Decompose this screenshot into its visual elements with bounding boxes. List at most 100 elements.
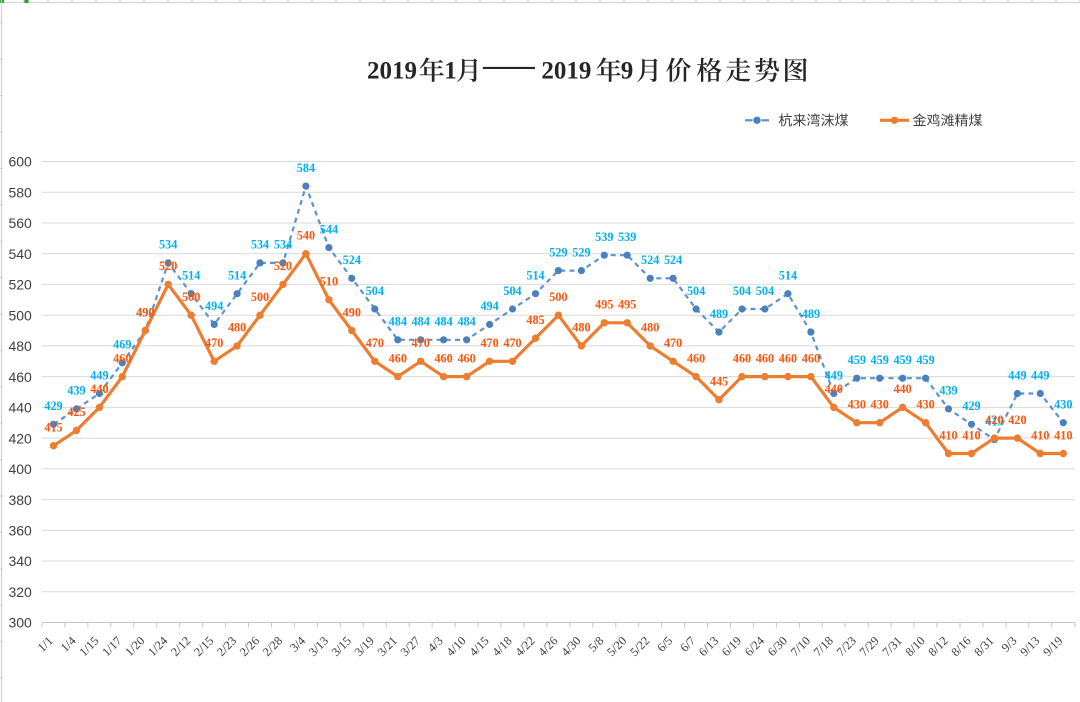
svg-text:460: 460 (113, 351, 131, 365)
svg-text:489: 489 (802, 307, 820, 321)
svg-text:480: 480 (228, 321, 246, 335)
svg-text:484: 484 (389, 315, 407, 329)
svg-text:2019: 2019 (367, 57, 417, 84)
svg-text:524: 524 (664, 253, 682, 267)
svg-text:445: 445 (710, 375, 728, 389)
svg-text:470: 470 (503, 336, 521, 350)
svg-text:480: 480 (641, 321, 659, 335)
svg-text:460: 460 (733, 351, 751, 365)
svg-text:410: 410 (962, 428, 980, 442)
svg-text:484: 484 (457, 315, 475, 329)
svg-text:520: 520 (159, 259, 177, 273)
svg-text:480: 480 (572, 321, 590, 335)
svg-text:500: 500 (182, 290, 200, 304)
svg-text:400: 400 (8, 461, 32, 477)
svg-text:415: 415 (44, 421, 62, 435)
svg-text:380: 380 (8, 492, 32, 508)
svg-text:429: 429 (962, 399, 980, 413)
svg-text:300: 300 (8, 615, 32, 631)
svg-text:470: 470 (205, 336, 223, 350)
svg-text:510: 510 (320, 275, 338, 289)
svg-text:420: 420 (985, 413, 1003, 427)
svg-text:600: 600 (8, 154, 32, 170)
svg-text:544: 544 (320, 222, 338, 236)
svg-text:490: 490 (136, 305, 154, 319)
svg-text:460: 460 (802, 351, 820, 365)
svg-text:420: 420 (1008, 413, 1026, 427)
svg-text:460: 460 (457, 351, 475, 365)
svg-text:504: 504 (756, 284, 774, 298)
svg-text:460: 460 (8, 369, 32, 385)
svg-text:430: 430 (1054, 398, 1072, 412)
svg-text:560: 560 (8, 215, 32, 231)
svg-text:529: 529 (572, 245, 590, 259)
svg-text:540: 540 (8, 246, 32, 262)
svg-text:500: 500 (8, 307, 32, 323)
svg-text:410: 410 (1054, 428, 1072, 442)
svg-text:490: 490 (136, 305, 154, 319)
svg-text:494: 494 (480, 299, 498, 313)
svg-text:459: 459 (916, 353, 934, 367)
svg-text:534: 534 (251, 238, 269, 252)
svg-text:459: 459 (848, 353, 866, 367)
svg-text:430: 430 (848, 398, 866, 412)
svg-text:584: 584 (297, 161, 315, 175)
svg-text:2019: 2019 (541, 57, 591, 84)
svg-text:504: 504 (733, 284, 751, 298)
svg-text:480: 480 (8, 338, 32, 354)
svg-text:470: 470 (664, 336, 682, 350)
svg-text:524: 524 (641, 253, 659, 267)
svg-text:1: 1 (444, 57, 457, 84)
svg-text:360: 360 (8, 523, 32, 539)
svg-text:420: 420 (8, 430, 32, 446)
svg-text:439: 439 (939, 384, 957, 398)
svg-text:514: 514 (779, 269, 797, 283)
svg-text:484: 484 (434, 315, 452, 329)
svg-text:539: 539 (618, 230, 636, 244)
svg-text:495: 495 (595, 298, 613, 312)
svg-text:580: 580 (8, 184, 32, 200)
svg-text:459: 459 (871, 353, 889, 367)
svg-text:410: 410 (939, 428, 957, 442)
svg-text:439: 439 (67, 384, 85, 398)
svg-text:470: 470 (366, 336, 384, 350)
svg-text:440: 440 (825, 382, 843, 396)
svg-text:534: 534 (274, 238, 292, 252)
svg-text:539: 539 (595, 230, 613, 244)
svg-text:514: 514 (228, 269, 246, 283)
svg-text:430: 430 (916, 398, 934, 412)
svg-text:540: 540 (297, 229, 315, 243)
svg-text:529: 529 (549, 245, 567, 259)
svg-text:440: 440 (893, 382, 911, 396)
svg-text:520: 520 (8, 277, 32, 293)
svg-text:460: 460 (434, 351, 452, 365)
svg-text:440: 440 (8, 400, 32, 416)
svg-text:500: 500 (549, 290, 567, 304)
svg-text:9: 9 (621, 57, 634, 84)
svg-text:514: 514 (526, 269, 544, 283)
svg-text:419: 419 (985, 414, 1003, 428)
svg-text:485: 485 (526, 313, 544, 327)
svg-text:494: 494 (205, 299, 223, 313)
svg-text:440: 440 (90, 382, 108, 396)
svg-text:489: 489 (710, 307, 728, 321)
svg-text:340: 340 (8, 553, 32, 569)
svg-text:469: 469 (113, 338, 131, 352)
svg-text:495: 495 (618, 298, 636, 312)
svg-text:514: 514 (182, 269, 200, 283)
svg-text:524: 524 (343, 253, 361, 267)
svg-text:460: 460 (756, 351, 774, 365)
svg-text:460: 460 (687, 351, 705, 365)
svg-text:449: 449 (90, 368, 108, 382)
svg-text:484: 484 (412, 315, 430, 329)
svg-text:425: 425 (67, 405, 85, 419)
svg-text:459: 459 (893, 353, 911, 367)
svg-text:430: 430 (871, 398, 889, 412)
svg-text:504: 504 (687, 284, 705, 298)
svg-text:429: 429 (44, 399, 62, 413)
svg-text:504: 504 (503, 284, 521, 298)
svg-text:410: 410 (1031, 428, 1049, 442)
svg-text:320: 320 (8, 584, 32, 600)
svg-text:470: 470 (480, 336, 498, 350)
svg-text:460: 460 (779, 351, 797, 365)
